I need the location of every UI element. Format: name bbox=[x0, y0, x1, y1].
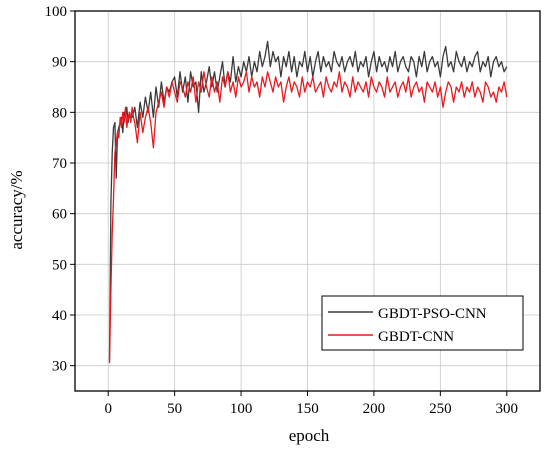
series-layer bbox=[108, 40, 508, 364]
y-tick-label: 40 bbox=[52, 308, 67, 324]
x-tick-label: 150 bbox=[296, 401, 319, 417]
x-tick-label: 200 bbox=[363, 401, 386, 417]
x-tick-label: 100 bbox=[230, 401, 253, 417]
legend: GBDT-PSO-CNN GBDT-CNN bbox=[321, 295, 524, 351]
series-line-gbdt-pso-cnn bbox=[108, 40, 508, 361]
x-tick-label: 0 bbox=[104, 401, 112, 417]
x-tick-label: 300 bbox=[496, 401, 519, 417]
x-tick-label: 250 bbox=[429, 401, 452, 417]
y-axis-title: accuracy/% bbox=[7, 170, 26, 249]
series-line-gbdt-cnn bbox=[108, 71, 508, 364]
y-axis: 30 40 50 60 70 80 90 100 bbox=[45, 4, 75, 375]
y-tick-label: 70 bbox=[52, 156, 67, 172]
legend-box bbox=[321, 295, 524, 351]
y-tick-label: 60 bbox=[52, 207, 67, 223]
y-tick-label: 50 bbox=[52, 257, 67, 273]
x-axis-title: epoch bbox=[289, 426, 330, 445]
y-tick-label: 100 bbox=[45, 4, 68, 20]
y-tick-label: 90 bbox=[52, 55, 67, 71]
y-tick-label: 30 bbox=[52, 359, 67, 375]
x-tick-label: 50 bbox=[167, 401, 182, 417]
legend-label-gbdt-pso-cnn: GBDT-PSO-CNN bbox=[378, 306, 487, 322]
y-tick-label: 80 bbox=[52, 105, 67, 121]
legend-label-gbdt-cnn: GBDT-CNN bbox=[378, 329, 454, 345]
x-axis: 0 50 100 150 200 250 300 bbox=[104, 391, 518, 417]
